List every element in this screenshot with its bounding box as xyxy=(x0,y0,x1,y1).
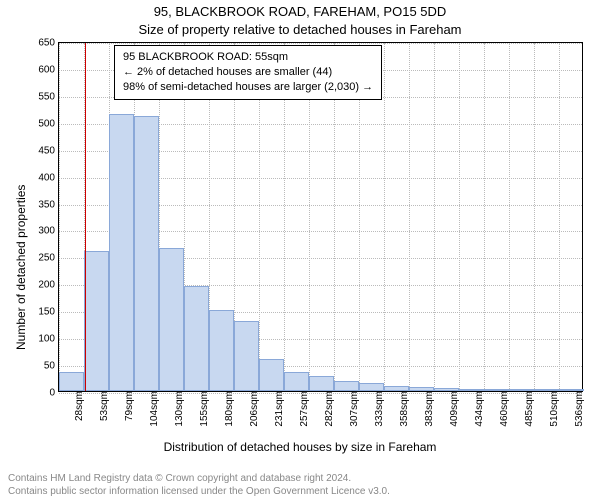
x-tick-label: 536sqm xyxy=(572,391,585,427)
y-tick-label: 200 xyxy=(38,280,59,291)
gridline-v xyxy=(559,43,560,391)
y-tick-label: 0 xyxy=(49,388,59,399)
x-tick-label: 460sqm xyxy=(497,391,510,427)
callout-line-2: ← 2% of detached houses are smaller (44) xyxy=(123,65,373,80)
gridline-v xyxy=(509,43,510,391)
y-tick-label: 650 xyxy=(38,38,59,49)
y-tick-label: 300 xyxy=(38,226,59,237)
histogram-bar xyxy=(209,310,234,391)
x-tick-label: 485sqm xyxy=(522,391,535,427)
x-tick-label: 104sqm xyxy=(147,391,160,427)
x-tick-label: 180sqm xyxy=(222,391,235,427)
x-tick-label: 28sqm xyxy=(72,391,85,421)
gridline-v xyxy=(459,43,460,391)
gridline-v xyxy=(434,43,435,391)
y-tick-label: 450 xyxy=(38,145,59,156)
x-tick-label: 206sqm xyxy=(247,391,260,427)
x-tick-label: 53sqm xyxy=(97,391,110,421)
y-axis-label: Number of detached properties xyxy=(14,185,28,350)
x-tick-label: 257sqm xyxy=(297,391,310,427)
histogram-bar xyxy=(259,359,284,391)
x-axis-label: Distribution of detached houses by size … xyxy=(0,440,600,454)
x-tick-label: 510sqm xyxy=(547,391,560,427)
histogram-bar xyxy=(309,376,334,391)
gridline-h xyxy=(59,43,582,44)
histogram-bar xyxy=(359,383,384,391)
histogram-bar xyxy=(109,114,134,391)
chart-footer: Contains HM Land Registry data © Crown c… xyxy=(8,472,592,498)
histogram-bar xyxy=(59,372,84,391)
callout-line-1: 95 BLACKBROOK ROAD: 55sqm xyxy=(123,50,373,65)
y-tick-label: 600 xyxy=(38,64,59,75)
y-tick-label: 400 xyxy=(38,172,59,183)
x-tick-label: 130sqm xyxy=(172,391,185,427)
y-tick-label: 500 xyxy=(38,118,59,129)
gridline-v xyxy=(384,43,385,391)
callout-line-3: 98% of semi-detached houses are larger (… xyxy=(123,80,373,95)
x-tick-label: 409sqm xyxy=(447,391,460,427)
footer-line-2: Contains public sector information licen… xyxy=(8,485,592,498)
y-tick-label: 100 xyxy=(38,334,59,345)
chart-address-title: 95, BLACKBROOK ROAD, FAREHAM, PO15 5DD xyxy=(0,4,600,19)
callout-box: 95 BLACKBROOK ROAD: 55sqm ← 2% of detach… xyxy=(114,45,382,100)
x-tick-label: 333sqm xyxy=(372,391,385,427)
chart-plot-area: 0501001502002503003504004505005506006502… xyxy=(58,42,583,392)
histogram-bar xyxy=(234,321,259,391)
histogram-bar xyxy=(334,381,359,391)
x-tick-label: 282sqm xyxy=(322,391,335,427)
x-tick-label: 231sqm xyxy=(272,391,285,427)
property-marker-line xyxy=(85,43,86,391)
gridline-v xyxy=(409,43,410,391)
gridline-v xyxy=(484,43,485,391)
chart-subtitle: Size of property relative to detached ho… xyxy=(0,22,600,37)
histogram-bar xyxy=(84,251,109,391)
x-tick-label: 434sqm xyxy=(472,391,485,427)
y-tick-label: 550 xyxy=(38,91,59,102)
x-tick-label: 79sqm xyxy=(122,391,135,421)
x-tick-label: 358sqm xyxy=(397,391,410,427)
histogram-bar xyxy=(159,248,184,391)
y-tick-label: 350 xyxy=(38,199,59,210)
gridline-v xyxy=(59,43,60,391)
gridline-v xyxy=(534,43,535,391)
histogram-bar xyxy=(134,116,159,391)
x-tick-label: 307sqm xyxy=(347,391,360,427)
y-tick-label: 150 xyxy=(38,307,59,318)
footer-line-1: Contains HM Land Registry data © Crown c… xyxy=(8,472,592,485)
histogram-bar xyxy=(284,372,309,391)
x-tick-label: 155sqm xyxy=(197,391,210,427)
histogram-bar xyxy=(184,286,209,391)
y-tick-label: 250 xyxy=(38,253,59,264)
y-tick-label: 50 xyxy=(44,361,59,372)
x-tick-label: 383sqm xyxy=(422,391,435,427)
